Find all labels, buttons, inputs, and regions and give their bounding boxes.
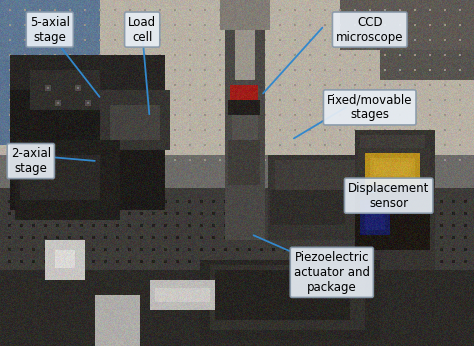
- Text: 5-axial
stage: 5-axial stage: [30, 16, 70, 44]
- Text: CCD
microscope: CCD microscope: [336, 16, 403, 44]
- Text: 2-axial
stage: 2-axial stage: [11, 147, 51, 175]
- Text: Load
cell: Load cell: [128, 16, 156, 44]
- Text: Piezoelectric
actuator and
package: Piezoelectric actuator and package: [294, 251, 370, 294]
- Text: Displacement
sensor: Displacement sensor: [348, 182, 429, 210]
- Text: Fixed/movable
stages: Fixed/movable stages: [327, 93, 412, 121]
